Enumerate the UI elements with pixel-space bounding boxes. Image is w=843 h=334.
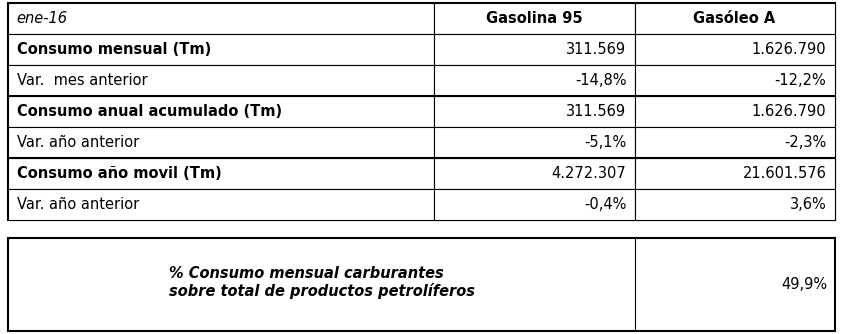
Bar bbox=[8, 34, 434, 65]
Bar bbox=[434, 65, 635, 97]
Bar bbox=[635, 127, 835, 158]
Bar bbox=[635, 3, 835, 34]
Text: Gasolina 95: Gasolina 95 bbox=[486, 11, 583, 26]
Text: 49,9%: 49,9% bbox=[781, 277, 828, 292]
Bar bbox=[8, 3, 434, 34]
Text: Gasóleo A: Gasóleo A bbox=[694, 11, 776, 26]
Text: 1.626.790: 1.626.790 bbox=[752, 42, 826, 57]
Text: Var. año anterior: Var. año anterior bbox=[17, 135, 139, 150]
Bar bbox=[8, 97, 434, 127]
Text: 1.626.790: 1.626.790 bbox=[752, 105, 826, 119]
Bar bbox=[635, 158, 835, 189]
Bar bbox=[434, 127, 635, 158]
Bar bbox=[8, 189, 434, 220]
Bar bbox=[434, 158, 635, 189]
Text: Consumo mensual (Tm): Consumo mensual (Tm) bbox=[17, 42, 211, 57]
Text: Consumo año movil (Tm): Consumo año movil (Tm) bbox=[17, 166, 222, 181]
Bar bbox=[434, 189, 635, 220]
Text: -14,8%: -14,8% bbox=[575, 73, 626, 89]
Bar bbox=[434, 3, 635, 34]
Bar bbox=[434, 34, 635, 65]
Text: 3,6%: 3,6% bbox=[790, 197, 826, 212]
Text: % Consumo mensual carburantes
sobre total de productos petrolíferos: % Consumo mensual carburantes sobre tota… bbox=[169, 266, 475, 299]
Text: 21.601.576: 21.601.576 bbox=[743, 166, 826, 181]
Text: Var.  mes anterior: Var. mes anterior bbox=[17, 73, 148, 89]
Bar bbox=[8, 158, 434, 189]
Text: ene-16: ene-16 bbox=[17, 11, 67, 26]
Text: 4.272.307: 4.272.307 bbox=[551, 166, 626, 181]
Text: Var. año anterior: Var. año anterior bbox=[17, 197, 139, 212]
Text: 311.569: 311.569 bbox=[566, 42, 626, 57]
Text: -2,3%: -2,3% bbox=[784, 135, 826, 150]
Text: -5,1%: -5,1% bbox=[584, 135, 626, 150]
Text: Consumo anual acumulado (Tm): Consumo anual acumulado (Tm) bbox=[17, 105, 282, 119]
Bar bbox=[635, 97, 835, 127]
Text: -12,2%: -12,2% bbox=[775, 73, 826, 89]
Bar bbox=[434, 97, 635, 127]
Bar bbox=[635, 65, 835, 97]
Bar bbox=[635, 189, 835, 220]
Text: 311.569: 311.569 bbox=[566, 105, 626, 119]
Bar bbox=[8, 65, 434, 97]
Bar bbox=[635, 34, 835, 65]
Text: -0,4%: -0,4% bbox=[584, 197, 626, 212]
Bar bbox=[8, 127, 434, 158]
